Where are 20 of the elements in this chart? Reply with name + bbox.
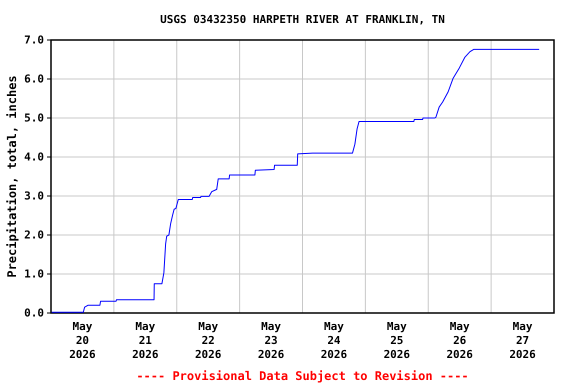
x-tick-label: May 26 2026 [446,320,474,361]
y-tick-label: 7.0 [24,34,44,47]
y-tick-label: 3.0 [24,190,44,203]
x-tick-label: May 25 2026 [384,320,410,361]
y-tick-label: 0.0 [24,306,44,320]
chart-title: USGS 03432350 HARPETH RIVER AT FRANKLIN, TN [160,13,445,26]
text: ---- Provisional Data Subject to Revision ---- [136,369,469,383]
y-axis-title: Precipitation, total, inches [5,75,19,278]
x-tick-label: May 20 2026 [69,320,96,361]
x-tick-label: May 23 2026 [258,320,285,361]
y-tick-label: 1.0 [24,268,44,281]
y-tick-label: 5.0 [24,112,44,125]
line-series [51,48,540,313]
x-tick-label: May 27 2026 [509,320,536,361]
y-tick-label: 2.0 [24,228,44,242]
x-tick-label: May 22 2026 [194,320,222,361]
x-tick-label: May 24 2026 [320,320,348,361]
y-tick-label: 6.0 [24,72,44,86]
y-tick-label: 4.0 [24,150,44,164]
x-tick-label: May 21 2026 [132,320,159,361]
